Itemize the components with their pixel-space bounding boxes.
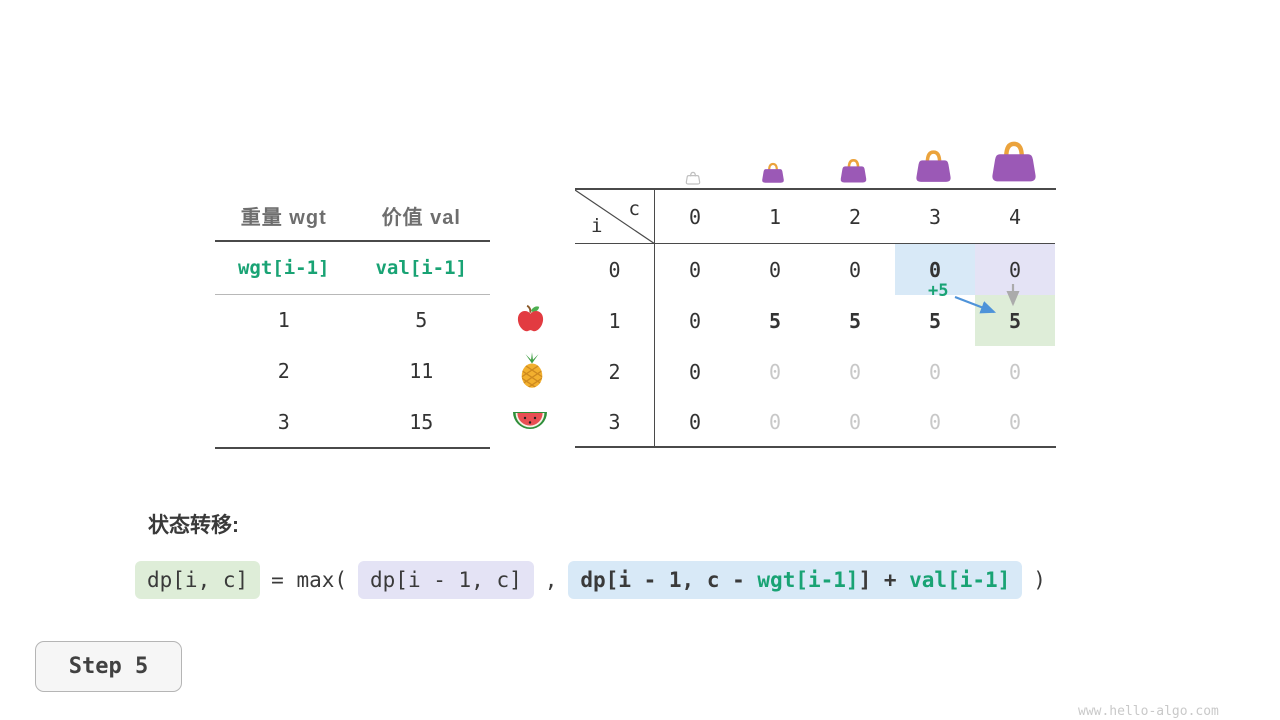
item-2-value: 11 xyxy=(409,358,434,383)
dp-grid: c i 0 1 2 3 4 0 0 0 0 0 0 1 0 5 5 5 5 2 … xyxy=(575,188,1056,448)
val-formula-label: val[i-1] xyxy=(375,257,467,279)
item-row-3: 3 15 xyxy=(215,396,490,447)
plus-value-annotation: +5 xyxy=(928,281,949,301)
value-column-header: 价值 val xyxy=(381,206,461,229)
apple-icon xyxy=(515,303,546,338)
dp-cell-2-4: 0 xyxy=(1008,359,1022,384)
dp-col-header-2: 2 xyxy=(815,190,895,244)
dp-col-header-0: 0 xyxy=(655,190,735,244)
dp-cell-2-1: 0 xyxy=(768,359,782,384)
take-option-prefix: dp[i - 1, c - xyxy=(580,568,758,592)
watermelon-icon xyxy=(511,409,549,439)
state-transition-label: 状态转移: xyxy=(148,514,239,537)
state-transition-formula: dp[i, c] = max( dp[i - 1, c] , dp[i - 1,… xyxy=(135,561,1057,599)
dp-cell-3-2: 0 xyxy=(848,409,862,434)
divider xyxy=(215,294,490,295)
formula-take-option-box: dp[i - 1, c - wgt[i-1]] + val[i-1] xyxy=(568,561,1023,599)
dp-cell-3-1: 0 xyxy=(768,409,782,434)
dp-col-header-3: 3 xyxy=(895,190,975,244)
dp-row-header-2: 2 xyxy=(575,346,655,397)
formula-result-box: dp[i, c] xyxy=(135,561,261,599)
item-row-1: 1 5 xyxy=(215,295,490,345)
item-2-weight: 2 xyxy=(277,358,290,383)
bag-capacity-3-icon xyxy=(913,149,954,188)
dp-row-header-3: 3 xyxy=(575,397,655,446)
dp-cell-0-4-source-keep: 0 xyxy=(975,244,1055,295)
dp-cell-3-0: 0 xyxy=(688,409,702,434)
items-table: 重量 wgt 价值 val wgt[i-1] val[i-1] 1 5 2 11… xyxy=(215,190,490,449)
item-row-2: 2 11 xyxy=(215,345,490,396)
dp-cell-0-2: 0 xyxy=(848,257,862,282)
dp-cell-0-1: 0 xyxy=(768,257,782,282)
item-3-value: 15 xyxy=(409,409,434,434)
item-3-weight: 3 xyxy=(277,409,290,434)
weight-column-header: 重量 wgt xyxy=(240,206,327,229)
bag-capacity-2-icon xyxy=(838,158,869,188)
bag-capacity-0-icon xyxy=(685,170,701,189)
step-indicator-button[interactable]: Step 5 xyxy=(35,641,182,692)
capacity-variable-label: c xyxy=(628,198,640,220)
dp-cell-1-2: 5 xyxy=(848,308,862,333)
pineapple-icon xyxy=(518,351,546,393)
take-option-val: val[i-1] xyxy=(909,568,1011,592)
formula-keep-option-box: dp[i - 1, c] xyxy=(358,561,534,599)
formula-close-paren: ) xyxy=(1033,568,1046,592)
take-option-wgt: wgt[i-1] xyxy=(757,568,859,592)
divider xyxy=(215,240,490,242)
wgt-formula-label: wgt[i-1] xyxy=(237,257,330,279)
items-table-header: 重量 wgt 价值 val xyxy=(215,190,490,240)
dp-cell-0-0: 0 xyxy=(688,257,702,282)
watermark-url: www.hello-algo.com xyxy=(1078,704,1219,719)
dp-corner-cell: c i xyxy=(575,190,655,244)
dp-cell-2-0: 0 xyxy=(688,359,702,384)
dp-cell-3-3: 0 xyxy=(928,409,942,434)
dp-cell-1-0: 0 xyxy=(688,308,702,333)
dp-cell-1-3: 5 xyxy=(928,308,942,333)
formula-equals-max: = max( xyxy=(271,568,348,592)
dp-cell-1-4-result: 5 xyxy=(975,295,1055,346)
item-1-weight: 1 xyxy=(277,308,290,332)
dp-table: c i 0 1 2 3 4 0 0 0 0 0 0 1 0 5 5 5 5 2 … xyxy=(575,188,1056,448)
formula-comma: , xyxy=(544,568,558,592)
dp-cell-2-3: 0 xyxy=(928,359,942,384)
dp-cell-3-4: 0 xyxy=(1008,409,1022,434)
items-table-formula-row: wgt[i-1] val[i-1] xyxy=(215,242,490,294)
bag-capacity-1-icon xyxy=(760,162,786,188)
dp-col-header-4: 4 xyxy=(975,190,1055,244)
bag-capacity-4-icon xyxy=(988,140,1040,188)
divider xyxy=(215,447,490,449)
dp-cell-0-3-source-take: 0 xyxy=(895,244,975,295)
dp-col-header-1: 1 xyxy=(735,190,815,244)
item-1-value: 5 xyxy=(415,308,428,332)
take-option-mid: ] + xyxy=(858,568,910,592)
dp-row-header-1: 1 xyxy=(575,295,655,346)
item-variable-label: i xyxy=(591,215,603,237)
dp-cell-2-2: 0 xyxy=(848,359,862,384)
dp-row-header-0: 0 xyxy=(575,244,655,295)
dp-cell-1-1: 5 xyxy=(768,308,782,333)
